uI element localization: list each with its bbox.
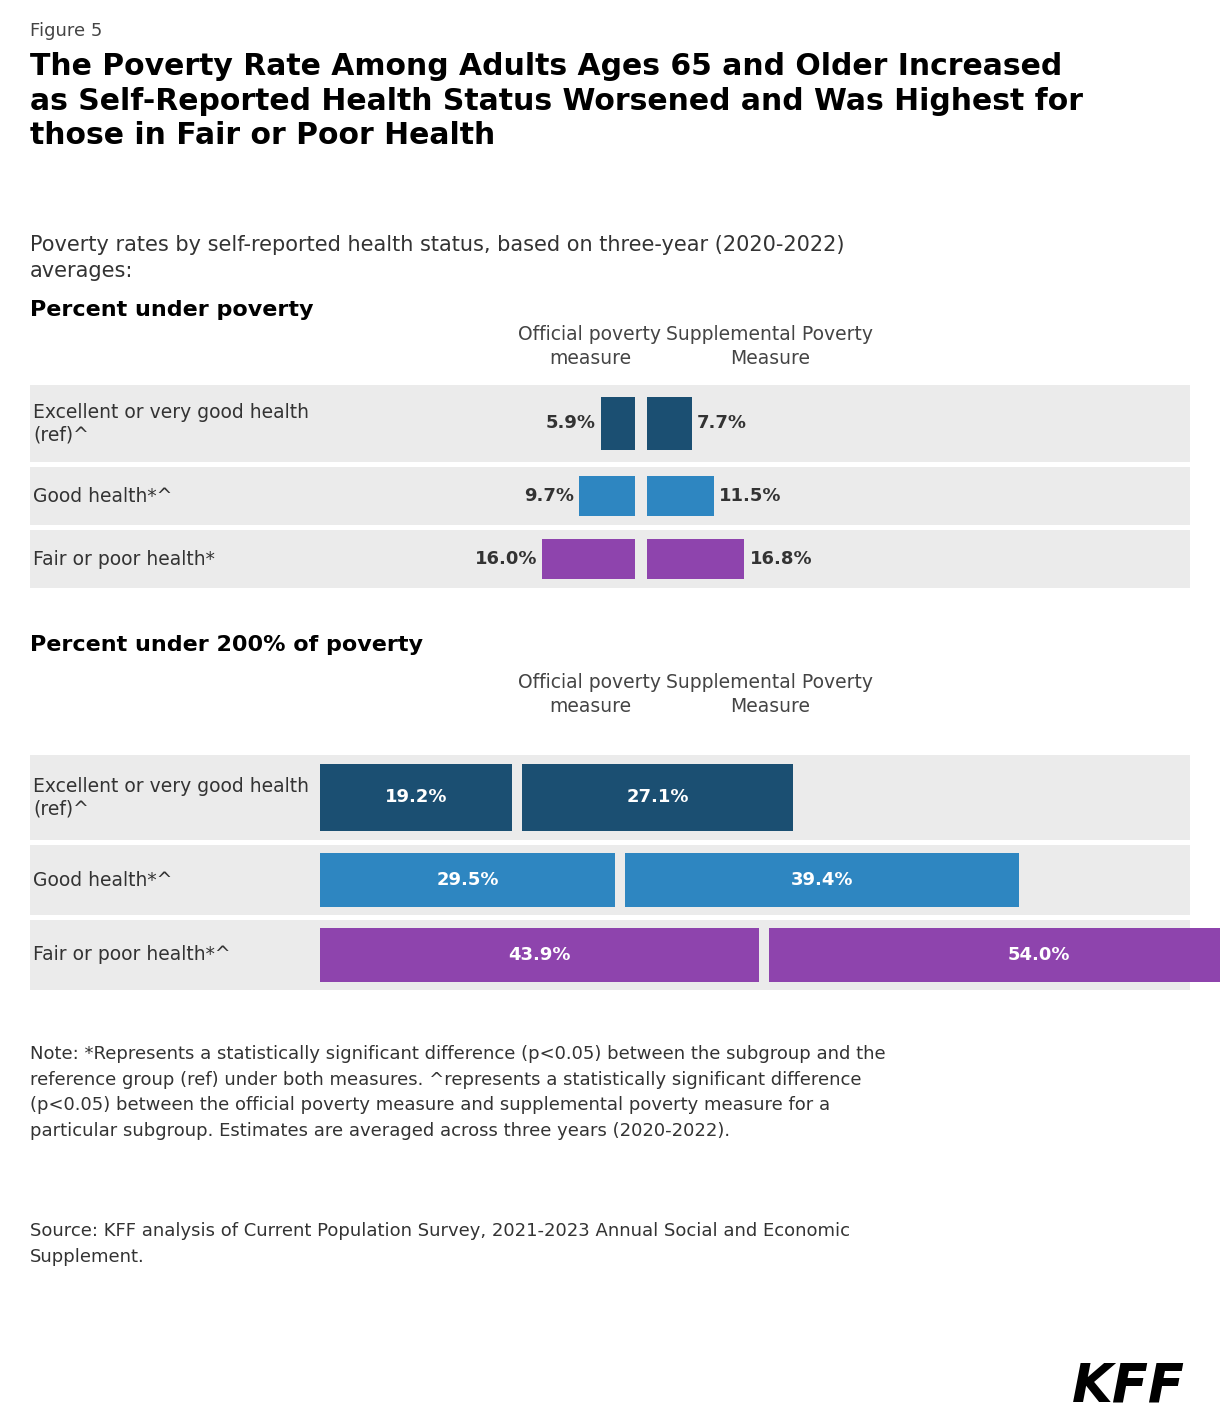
Text: 39.4%: 39.4% — [791, 871, 853, 890]
Text: Good health*^: Good health*^ — [33, 871, 172, 890]
Text: Excellent or very good health
(ref)^: Excellent or very good health (ref)^ — [33, 777, 309, 819]
Bar — [320, 853, 615, 908]
Bar — [647, 539, 744, 579]
Bar — [30, 844, 1190, 915]
Text: The Poverty Rate Among Adults Ages 65 and Older Increased
as Self-Reported Healt: The Poverty Rate Among Adults Ages 65 an… — [30, 52, 1083, 151]
Text: 19.2%: 19.2% — [384, 788, 448, 806]
Text: 27.1%: 27.1% — [626, 788, 689, 806]
Bar — [647, 397, 692, 450]
Text: Figure 5: Figure 5 — [30, 23, 102, 40]
Text: Excellent or very good health
(ref)^: Excellent or very good health (ref)^ — [33, 402, 309, 445]
Text: Fair or poor health*: Fair or poor health* — [33, 549, 215, 569]
Bar — [320, 764, 512, 830]
Bar — [625, 853, 1019, 908]
Text: Supplemental Poverty
Measure: Supplemental Poverty Measure — [666, 325, 874, 367]
Bar — [30, 385, 1190, 462]
Bar — [522, 764, 793, 830]
Bar — [30, 921, 1190, 990]
Text: 43.9%: 43.9% — [509, 946, 571, 964]
Text: Source: KFF analysis of Current Population Survey, 2021-2023 Annual Social and E: Source: KFF analysis of Current Populati… — [30, 1221, 850, 1265]
Text: 29.5%: 29.5% — [437, 871, 499, 890]
Bar — [578, 476, 634, 517]
Text: Official poverty
measure: Official poverty measure — [518, 674, 661, 716]
Text: Poverty rates by self-reported health status, based on three-year (2020-2022)
av: Poverty rates by self-reported health st… — [30, 234, 844, 281]
Bar — [647, 476, 714, 517]
Bar — [600, 397, 634, 450]
Bar — [30, 530, 1190, 587]
Text: 11.5%: 11.5% — [719, 487, 781, 505]
Text: Official poverty
measure: Official poverty measure — [518, 325, 661, 367]
Text: 16.0%: 16.0% — [475, 551, 537, 568]
Bar — [30, 755, 1190, 840]
Text: Percent under poverty: Percent under poverty — [30, 299, 314, 321]
Text: 54.0%: 54.0% — [1008, 946, 1070, 964]
Text: 7.7%: 7.7% — [697, 415, 747, 432]
Text: 5.9%: 5.9% — [545, 415, 595, 432]
Text: Percent under 200% of poverty: Percent under 200% of poverty — [30, 635, 423, 655]
Bar — [320, 928, 759, 983]
Bar — [542, 539, 634, 579]
Text: KFF: KFF — [1072, 1360, 1185, 1412]
Bar — [769, 928, 1220, 983]
Text: Good health*^: Good health*^ — [33, 487, 172, 505]
Text: 9.7%: 9.7% — [523, 487, 573, 505]
Text: Note: *Represents a statistically significant difference (p<0.05) between the su: Note: *Represents a statistically signif… — [30, 1045, 886, 1139]
Text: 16.8%: 16.8% — [749, 551, 813, 568]
Bar — [30, 467, 1190, 525]
Text: Fair or poor health*^: Fair or poor health*^ — [33, 946, 231, 964]
Text: Supplemental Poverty
Measure: Supplemental Poverty Measure — [666, 674, 874, 716]
